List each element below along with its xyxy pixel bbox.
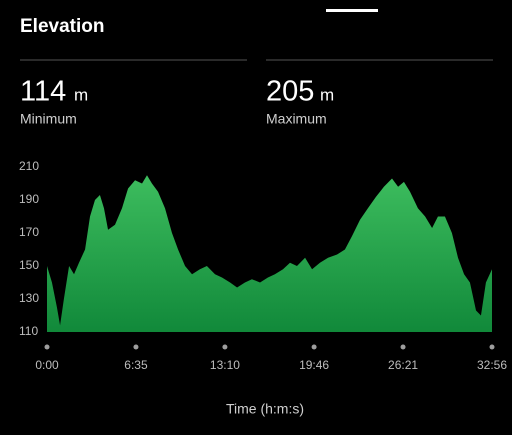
x-tick-label: 19:46 [299,358,329,372]
page-indicator [326,9,378,12]
stat-label: Minimum [20,111,77,127]
elevation-area [47,175,492,332]
title: Elevation [20,16,104,37]
stat-unit: m [74,85,88,104]
y-tick-label: 170 [19,225,39,239]
x-tick-dot [44,344,50,350]
x-tick-label: 0:00 [35,358,59,372]
y-tick-label: 110 [19,324,38,338]
x-tick-dot [400,344,406,350]
y-tick-label: 130 [19,291,39,305]
y-tick-label: 210 [19,159,39,173]
x-tick-label: 32:56 [477,358,507,372]
stat-value: 205 [266,76,314,108]
y-tick-label: 150 [19,258,39,272]
x-axis-label: Time (h:m:s) [226,401,304,417]
y-tick-label: 190 [19,192,39,206]
x-tick-dot [133,344,139,350]
x-tick-label: 6:35 [124,358,148,372]
x-tick-dot [489,344,495,350]
stat-unit: m [320,85,334,104]
x-tick-label: 13:10 [210,358,240,372]
x-tick-dot [311,344,317,350]
x-tick-label: 26:21 [388,358,418,372]
stat-label: Maximum [266,111,327,127]
stat-value: 114 [20,76,66,108]
x-tick-dot [222,344,228,350]
